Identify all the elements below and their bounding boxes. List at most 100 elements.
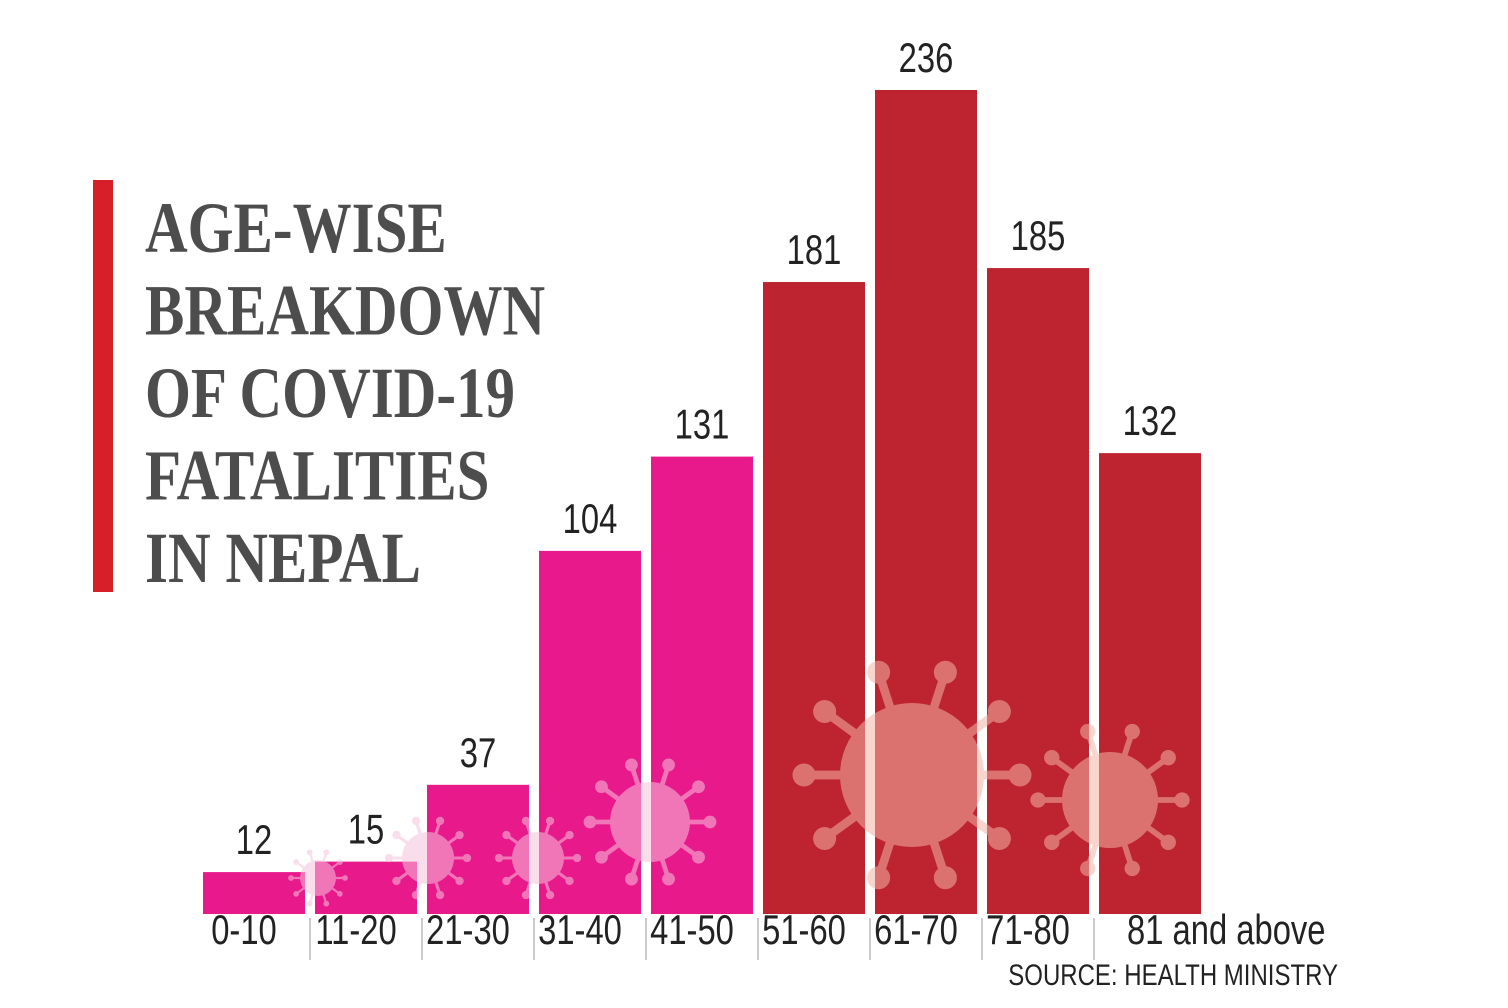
chart-title: IN NEPAL: [145, 519, 421, 599]
virus-knob: [595, 850, 608, 864]
virus-knob: [625, 758, 638, 772]
value-label: 236: [899, 34, 954, 81]
virus-knob: [1044, 749, 1060, 766]
virus-icon: [288, 849, 348, 907]
virus-knob: [792, 763, 816, 787]
value-label: 15: [348, 806, 384, 853]
virus-body: [610, 782, 690, 862]
virus-knob: [323, 849, 330, 856]
x-tick-label: 61-70: [874, 906, 958, 953]
value-label-group: 37: [460, 729, 496, 776]
bar: [203, 872, 305, 914]
virus-knob: [692, 780, 705, 794]
virus-knob: [933, 866, 957, 890]
x-tick-label: 21-30: [426, 906, 510, 953]
virus-body: [1062, 752, 1158, 848]
x-tick-label: 51-60: [762, 906, 846, 953]
value-label: 185: [1011, 212, 1066, 259]
virus-knob: [565, 876, 574, 886]
value-label: 132: [1123, 397, 1178, 444]
virus-knob: [392, 830, 401, 840]
chart-title-group: AGE-WISE: [145, 189, 447, 269]
virus-knob: [306, 849, 313, 856]
virus-knob: [933, 660, 957, 684]
virus-knob: [336, 890, 343, 897]
virus-icon: [384, 816, 472, 900]
value-label-group: 12: [236, 816, 272, 863]
virus-knob: [502, 830, 511, 840]
virus-knob: [1080, 860, 1096, 877]
title-accent: [93, 180, 113, 592]
virus-knob: [662, 758, 675, 772]
virus-knob: [1008, 763, 1032, 787]
virus-knob: [288, 875, 294, 881]
virus-knob: [583, 815, 597, 829]
value-label: 12: [236, 816, 272, 863]
virus-knob: [462, 853, 472, 863]
virus-knob: [1124, 860, 1140, 877]
chart-title: BREAKDOWN: [145, 271, 545, 351]
source: SOURCE: HEALTH MINISTRY: [1008, 957, 1338, 991]
value-label: 104: [563, 495, 618, 542]
x-tick-label: 81 and above: [1127, 906, 1326, 953]
virus-body: [840, 703, 984, 847]
x-tick-label: 41-50: [650, 906, 734, 953]
virus-knob: [867, 866, 891, 890]
virus-knob: [1080, 723, 1096, 740]
virus-knob: [521, 816, 531, 826]
virus-knob: [1160, 749, 1176, 766]
source-group: SOURCE: HEALTH MINISTRY: [1008, 957, 1338, 991]
virus-knob: [1030, 792, 1046, 808]
x-tick-label: 71-80: [986, 906, 1070, 953]
virus-knob: [502, 876, 511, 886]
virus-knob: [435, 816, 445, 826]
virus-knob: [625, 872, 638, 886]
virus-knob: [692, 850, 705, 864]
x-tick-label-group: 21-30: [426, 906, 510, 953]
value-label: 131: [675, 401, 730, 448]
chart-title: AGE-WISE: [145, 189, 447, 269]
value-label-group: 15: [348, 806, 384, 853]
x-tick-label-group: 81 and above: [1127, 906, 1326, 953]
virus-knob: [521, 890, 531, 900]
virus-knob: [293, 859, 300, 866]
x-tick-label: 11-20: [315, 906, 396, 953]
virus-knob: [662, 872, 675, 886]
virus-knob: [1160, 834, 1176, 851]
virus-icon: [583, 758, 717, 886]
value-label: 181: [787, 226, 842, 273]
virus-body: [402, 832, 454, 884]
virus-knob: [494, 853, 504, 863]
chart-title-group: BREAKDOWN: [145, 271, 545, 351]
virus-knob: [435, 890, 445, 900]
chart-title-group: OF COVID-19: [145, 354, 515, 434]
virus-knob: [455, 830, 464, 840]
value-label-group: 236: [899, 34, 954, 81]
virus-icon: [494, 816, 582, 900]
virus-knob: [987, 826, 1011, 851]
virus-knob: [392, 876, 401, 886]
virus-icon: [1030, 723, 1190, 877]
chart-title: OF COVID-19: [145, 354, 515, 434]
chart-title: FATALITIES: [145, 436, 489, 516]
chart-title-group: IN NEPAL: [145, 519, 421, 599]
x-tick-label-group: 61-70: [874, 906, 958, 953]
value-label: 37: [460, 729, 496, 776]
virus-knob: [1124, 723, 1140, 740]
virus-knob: [813, 826, 837, 851]
virus-knob: [987, 699, 1011, 724]
value-label-group: 104: [563, 495, 618, 542]
virus-knob: [384, 853, 394, 863]
virus-knob: [411, 816, 421, 826]
value-label-group: 181: [787, 226, 842, 273]
virus-knob: [565, 830, 574, 840]
virus-body: [300, 860, 336, 896]
virus-body: [512, 832, 564, 884]
x-tick-label-group: 71-80: [986, 906, 1070, 953]
virus-knob: [545, 890, 555, 900]
value-label-group: 132: [1123, 397, 1178, 444]
virus-knob: [595, 780, 608, 794]
bar: [763, 282, 865, 914]
x-tick-label: 31-40: [538, 906, 622, 953]
